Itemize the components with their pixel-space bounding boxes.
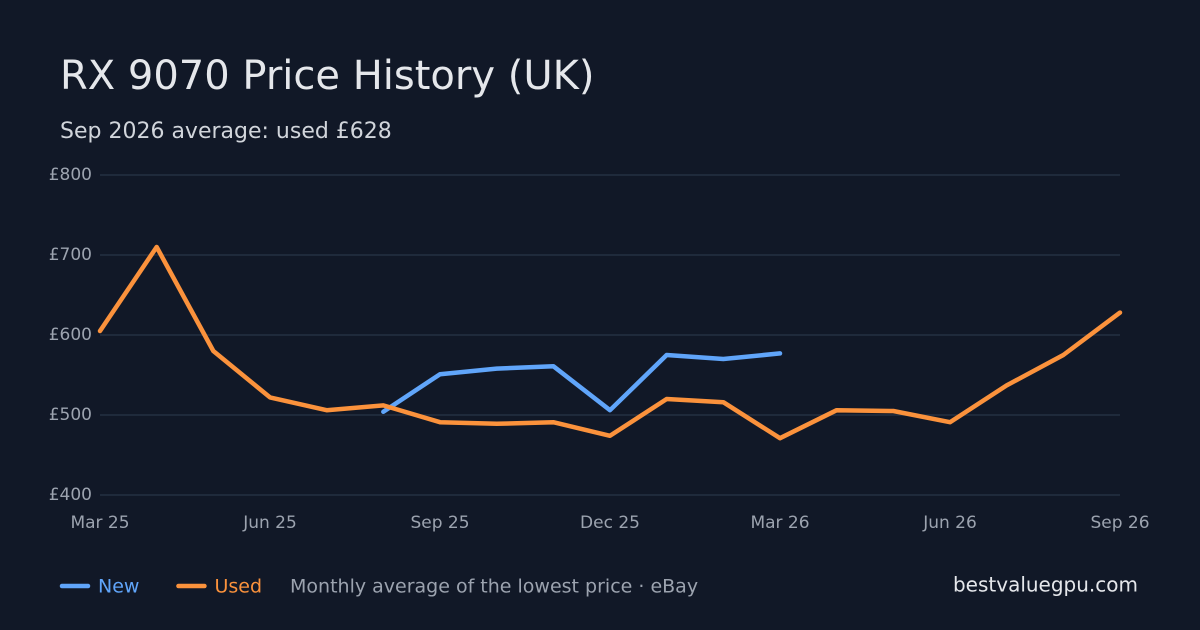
chart-title: RX 9070 Price History (UK) [60, 53, 594, 99]
source: bestvaluegpu.com [953, 573, 1138, 597]
x-tick-label: Jun 25 [242, 513, 297, 533]
legend-label: New [98, 576, 139, 598]
x-tick-label: Dec 25 [580, 513, 640, 533]
series-line [381, 351, 783, 415]
y-tick-label: £400 [49, 485, 92, 505]
note: Monthly average of the lowest price · eB… [290, 576, 698, 598]
legend-label: Used [214, 576, 262, 598]
x-tick-label: Mar 25 [70, 513, 129, 533]
y-tick-label: £600 [49, 325, 92, 345]
y-tick-label: £700 [49, 245, 92, 265]
x-tick-label: Sep 26 [1090, 513, 1149, 533]
y-tick-label: £500 [49, 405, 92, 425]
y-tick-label: £800 [49, 165, 92, 185]
x-tick-label: Mar 26 [750, 513, 809, 533]
chart-subtitle: Sep 2026 average: used £628 [60, 119, 392, 144]
x-tick-label: Jun 26 [922, 513, 977, 533]
x-tick-label: Sep 25 [410, 513, 469, 533]
series-line [97, 244, 1123, 441]
